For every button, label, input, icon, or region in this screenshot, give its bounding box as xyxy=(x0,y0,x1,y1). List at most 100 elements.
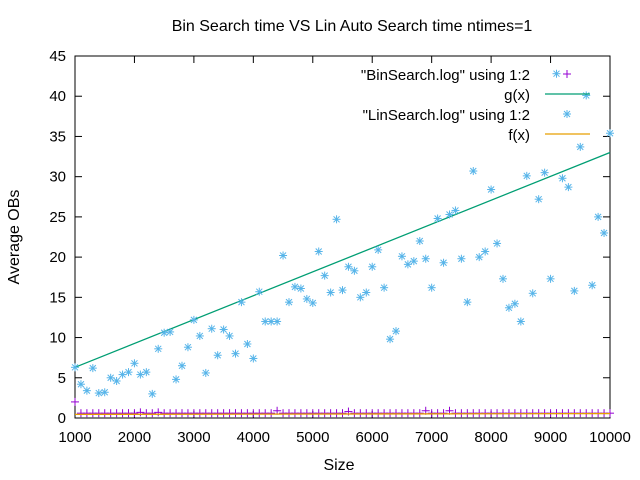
data-point xyxy=(279,251,288,260)
data-point xyxy=(374,245,383,254)
data-point xyxy=(457,254,466,263)
data-point xyxy=(172,375,181,384)
series-line xyxy=(74,412,611,416)
data-point xyxy=(475,253,484,262)
legend-swatch xyxy=(563,110,571,118)
data-point xyxy=(314,247,323,256)
data-point xyxy=(130,359,139,368)
series-3 xyxy=(74,412,611,416)
chart-title: Bin Search time VS Lin Auto Search time … xyxy=(172,18,533,35)
legend-label: g(x) xyxy=(504,87,530,104)
data-point xyxy=(112,376,121,385)
y-tick-label: 25 xyxy=(49,209,66,226)
data-point xyxy=(445,210,454,219)
legend-label: "LinSearch.log" using 1:2 xyxy=(363,107,530,124)
data-point xyxy=(285,298,293,307)
data-point xyxy=(296,284,305,293)
data-point xyxy=(154,408,163,417)
data-point xyxy=(522,171,531,180)
y-tick-label: 15 xyxy=(49,289,66,306)
data-point xyxy=(71,397,79,406)
series-2 xyxy=(71,69,614,398)
x-tick-label: 2000 xyxy=(118,429,151,446)
data-point xyxy=(403,260,412,269)
data-point xyxy=(552,69,561,78)
x-tick-label: 6000 xyxy=(356,429,389,446)
data-point xyxy=(439,258,448,267)
data-point xyxy=(451,206,460,215)
data-point xyxy=(421,254,430,263)
data-point xyxy=(332,215,341,224)
legend-label: f(x) xyxy=(508,127,530,144)
legend-swatch xyxy=(563,70,571,78)
data-point xyxy=(499,274,507,283)
data-point xyxy=(94,389,103,398)
data-point xyxy=(225,331,234,340)
data-point xyxy=(540,168,549,177)
x-axis-label: Size xyxy=(323,457,354,474)
x-tick-label: 8000 xyxy=(474,429,507,446)
data-point xyxy=(106,373,115,382)
data-point xyxy=(368,262,377,271)
data-point xyxy=(267,409,276,418)
y-tick-label: 10 xyxy=(49,330,66,347)
x-tick-label: 7000 xyxy=(415,429,448,446)
data-point xyxy=(528,289,537,298)
data-point xyxy=(189,315,198,324)
y-axis-ticks: 0 5 10 15 20 25 30 35 40 45 xyxy=(49,48,610,427)
data-point xyxy=(290,282,299,291)
data-point xyxy=(237,298,246,307)
data-point xyxy=(82,386,91,395)
data-point xyxy=(433,214,442,223)
data-point xyxy=(207,324,216,333)
x-tick-label: 4000 xyxy=(237,429,270,446)
x-tick-label: 10000 xyxy=(589,429,631,446)
y-tick-label: 45 xyxy=(49,48,66,65)
data-point xyxy=(160,328,169,337)
data-point xyxy=(350,266,359,275)
data-point xyxy=(148,409,157,418)
data-point xyxy=(576,142,585,151)
data-point xyxy=(213,351,222,360)
data-point xyxy=(148,389,157,398)
data-point xyxy=(338,286,347,295)
data-point xyxy=(606,129,614,138)
data-point xyxy=(504,303,513,312)
plot-border xyxy=(74,55,611,419)
x-tick-label: 1000 xyxy=(58,429,91,446)
y-tick-label: 20 xyxy=(49,249,66,266)
data-point xyxy=(136,408,145,417)
data-point xyxy=(166,327,175,336)
data-point xyxy=(510,299,519,308)
data-point xyxy=(338,409,347,418)
data-point xyxy=(124,368,133,377)
y-axis-label: Average OBs xyxy=(6,190,23,285)
data-point xyxy=(183,343,192,352)
x-tick-label: 9000 xyxy=(534,429,567,446)
plot-area xyxy=(71,69,614,418)
data-point xyxy=(142,368,151,377)
data-point xyxy=(154,344,163,353)
data-point xyxy=(219,325,228,334)
data-point xyxy=(397,252,406,261)
data-point xyxy=(231,349,240,358)
data-point xyxy=(71,363,79,372)
data-point xyxy=(178,361,186,370)
legend: "BinSearch.log" using 1:2 g(x) "LinSearch.… xyxy=(361,67,590,144)
data-point xyxy=(392,327,400,336)
series-line xyxy=(74,151,611,368)
data-point xyxy=(487,185,496,194)
data-point xyxy=(344,262,353,271)
data-point xyxy=(546,274,555,283)
data-point xyxy=(195,331,204,340)
data-point xyxy=(100,388,109,397)
data-point xyxy=(516,317,525,326)
legend-label: "BinSearch.log" using 1:2 xyxy=(361,67,530,84)
data-point xyxy=(493,239,502,248)
data-point xyxy=(302,294,311,303)
data-point xyxy=(249,354,258,363)
data-point xyxy=(427,283,436,292)
x-tick-label: 5000 xyxy=(296,429,329,446)
data-point xyxy=(558,174,567,183)
